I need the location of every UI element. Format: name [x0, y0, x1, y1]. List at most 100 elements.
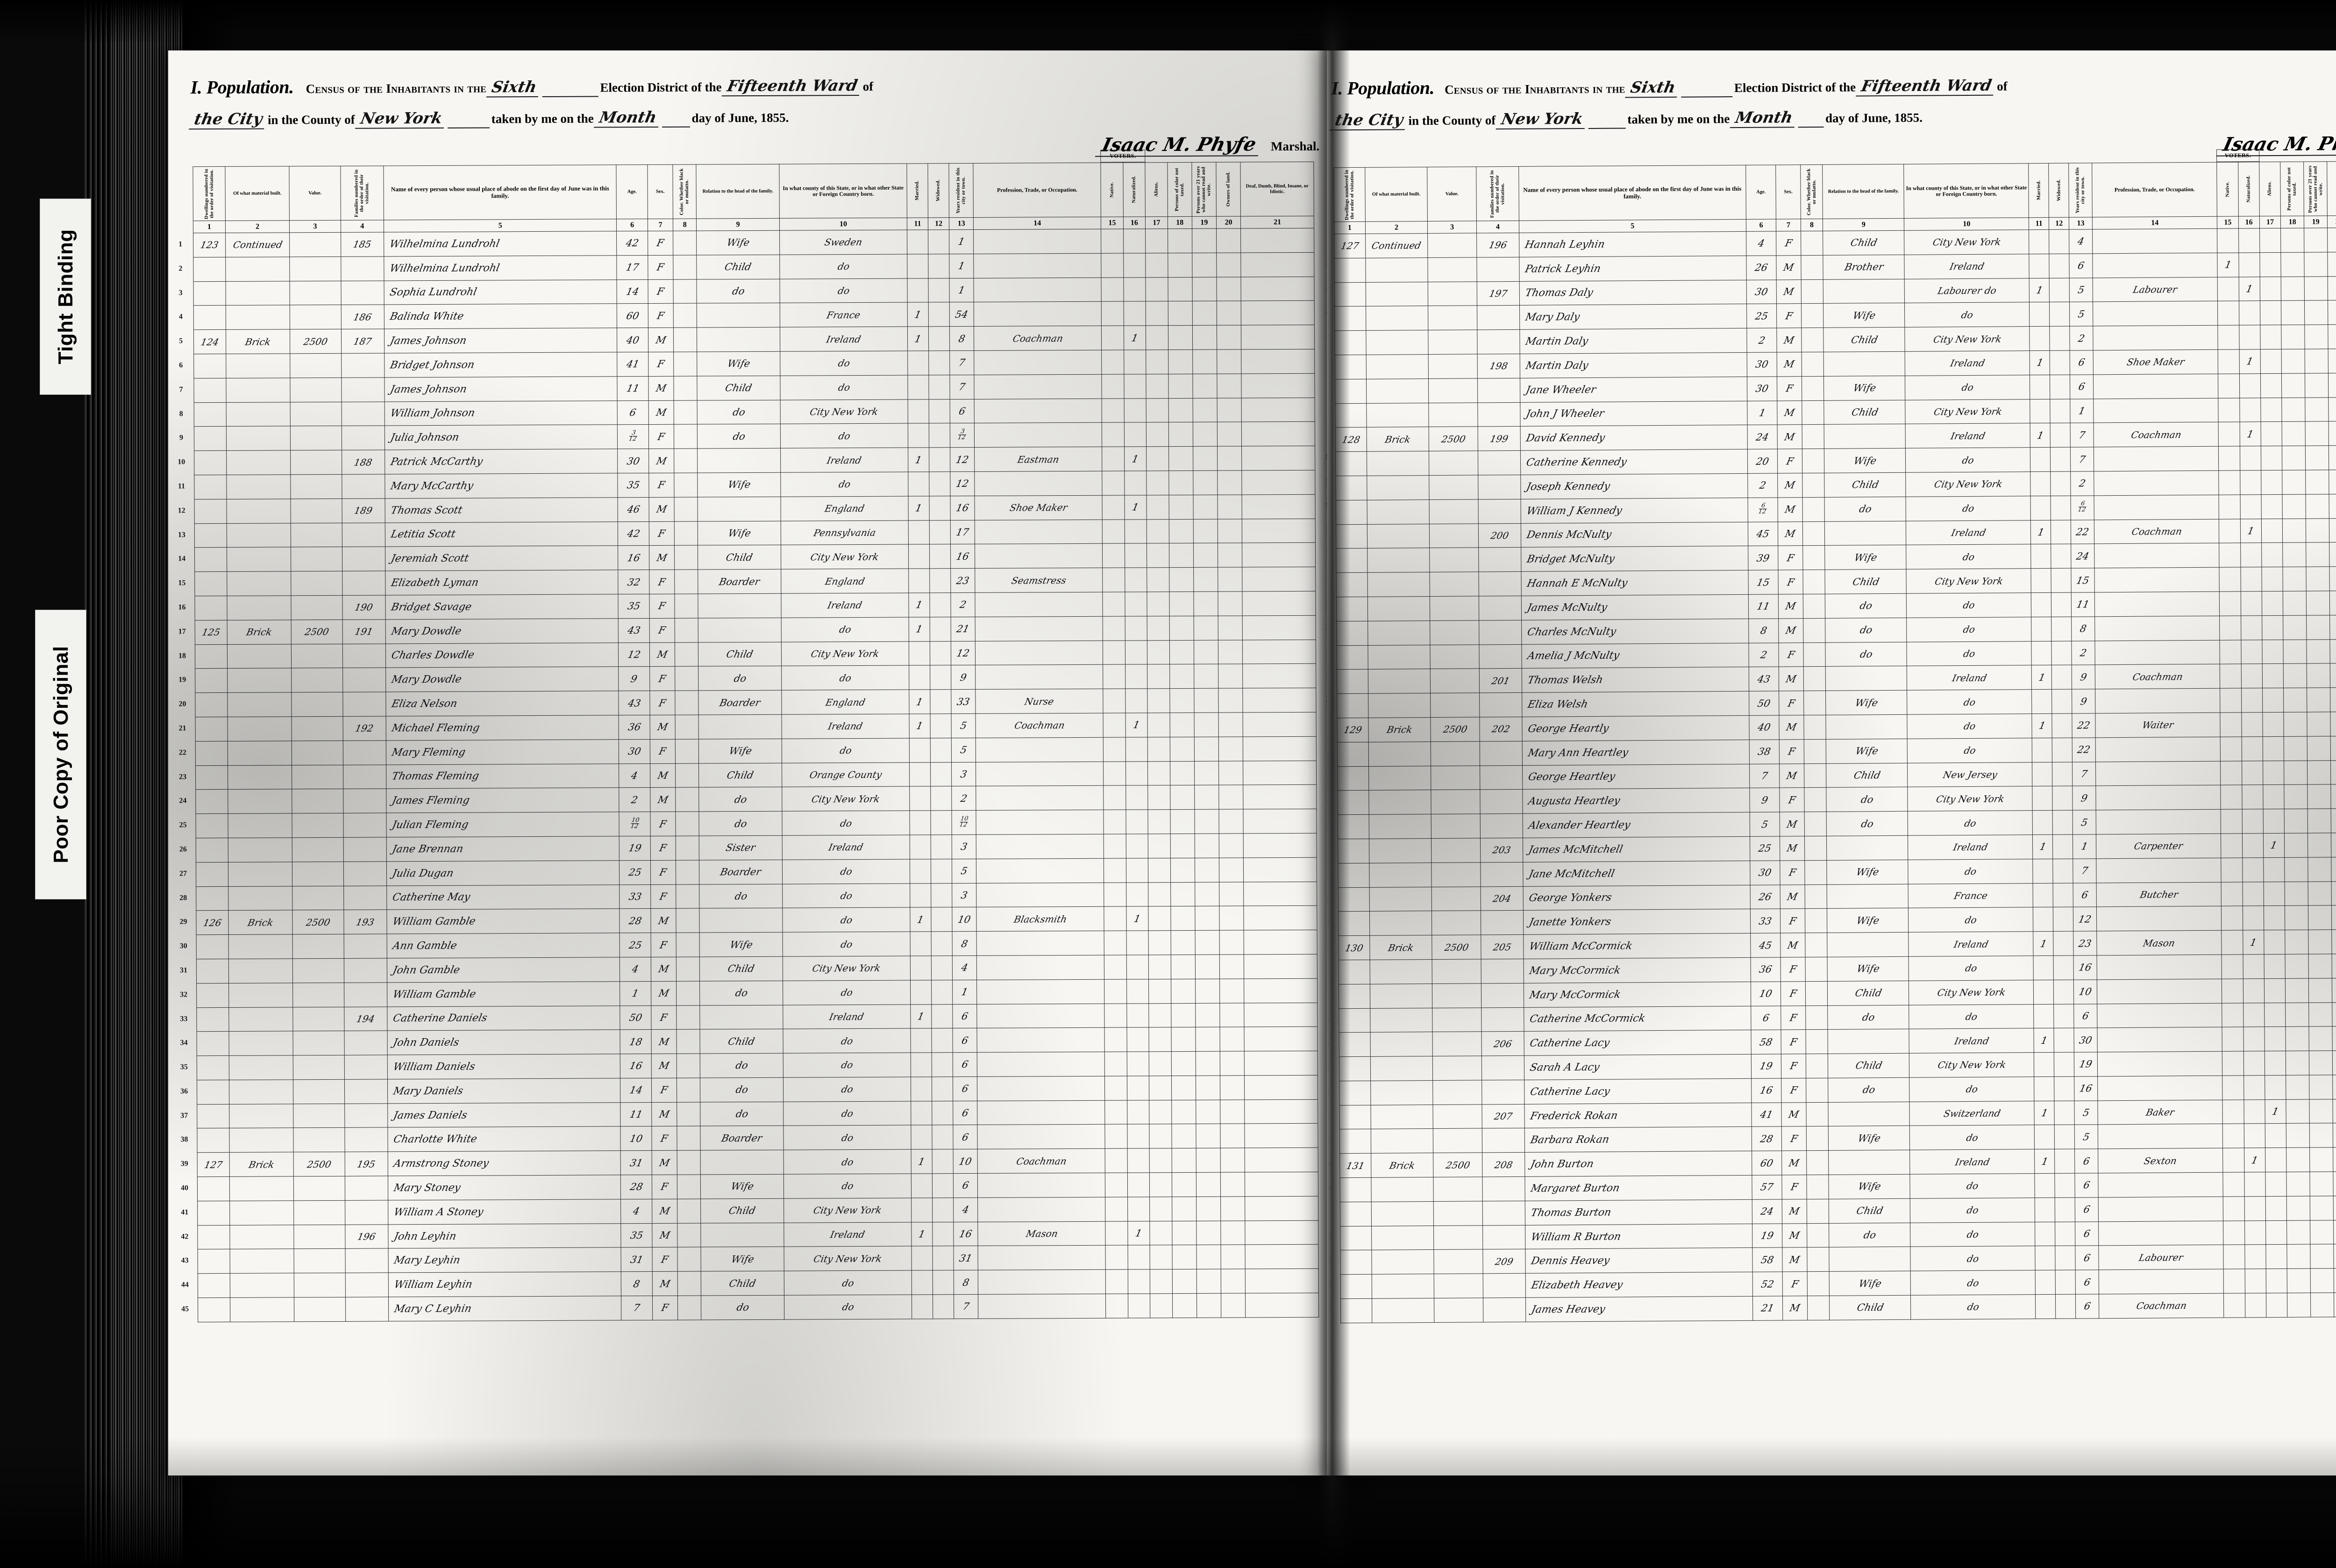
cell-naturalized	[1124, 519, 1147, 544]
cell-owners	[1219, 906, 1244, 931]
cell-sex: M	[651, 957, 677, 982]
cell-owners	[1218, 567, 1243, 592]
ward-value: Fifteenth Ward	[721, 76, 863, 97]
cell-married: 1	[907, 327, 929, 351]
row-number: 13	[178, 530, 185, 539]
cell-material	[229, 1176, 294, 1201]
cell-family	[345, 1200, 388, 1225]
cell-birthplace: do	[783, 1053, 911, 1078]
cell-occupation	[977, 1076, 1105, 1101]
cell-value	[292, 885, 344, 911]
cell-birthplace: City New York	[1905, 326, 2030, 352]
cell-occupation: Nurse	[976, 689, 1104, 714]
row-number: 44	[181, 1281, 189, 1289]
cell-years: 2	[951, 592, 976, 617]
cell-years: 6	[953, 1052, 977, 1077]
cell-relation: Child	[1824, 399, 1906, 425]
cell-naturalized	[2244, 1220, 2266, 1245]
cell-married	[2030, 447, 2051, 472]
cell-age: 11	[1748, 594, 1779, 619]
cell-birthplace: do	[1907, 641, 2032, 666]
cell-birthplace: do	[782, 738, 910, 763]
cell-nottaxed	[2282, 470, 2306, 495]
cell-age: 35	[618, 594, 649, 619]
cell-native	[2223, 1245, 2245, 1269]
column-header-row: Dwellings numbered in the order of visit…	[192, 162, 1314, 221]
cell-nottaxed	[1171, 1172, 1196, 1197]
col-header-4: Families numbered in the order of their …	[354, 169, 370, 217]
cell-years: 6	[2073, 883, 2097, 907]
cell-birthplace: do	[1910, 1246, 2036, 1271]
cell-nottaxed	[1170, 906, 1195, 931]
cell-age: 7	[1749, 763, 1780, 788]
cell-name: John Leyhin	[388, 1223, 621, 1249]
cell-dwelling: 126	[196, 910, 228, 935]
cell-value	[1433, 1104, 1482, 1129]
cell-relation	[697, 327, 780, 352]
cell-defects	[1241, 276, 1315, 301]
col-header-21: Deaf, Dumb, Blind, Insane, or Idiotic.	[1240, 162, 1314, 216]
cell-birthplace: do	[1909, 1076, 2035, 1102]
cell-years: 9	[951, 665, 976, 690]
row-number: 28	[179, 893, 187, 902]
cell-nottaxed	[1170, 809, 1195, 834]
cell-owners	[2333, 1171, 2336, 1196]
cell-nottaxed	[2283, 639, 2307, 664]
cell-aliens	[1147, 519, 1169, 544]
cell-years: 6	[2075, 1221, 2099, 1246]
cell-widowed	[2054, 1149, 2075, 1174]
cell-naturalized	[2245, 1293, 2266, 1318]
cell-relation	[698, 617, 782, 642]
cell-aliens	[1148, 1003, 1171, 1028]
cell-naturalized	[1127, 1245, 1150, 1270]
cell-years: 5	[2074, 1125, 2098, 1149]
cell-birthplace: do	[1910, 1294, 2036, 1320]
cell-widowed	[933, 1246, 954, 1271]
cell-native	[1101, 229, 1124, 254]
cell-occupation	[2098, 1124, 2223, 1149]
cell-color	[674, 352, 698, 377]
cell-name: Bridget Johnson	[384, 352, 618, 378]
cell-years: 4	[2069, 229, 2093, 254]
cell-native	[1103, 592, 1125, 616]
cell-sex: F	[650, 884, 677, 909]
cell-illiterate	[1196, 1051, 1220, 1076]
cell-relation	[1827, 932, 1909, 957]
cell-value: 2500	[291, 620, 342, 644]
cell-owners	[1218, 809, 1244, 834]
cell-years: 16	[950, 496, 975, 520]
cell-occupation	[2096, 857, 2222, 883]
cell-age: 2	[1746, 328, 1777, 353]
cell-material	[229, 1055, 293, 1080]
cell-sex: F	[1780, 1005, 1806, 1030]
cell-defects	[1244, 1002, 1318, 1027]
cell-sex: F	[649, 666, 676, 691]
cell-native	[1101, 326, 1124, 350]
cell-naturalized	[1126, 930, 1149, 955]
cell-owners	[1218, 688, 1243, 713]
cell-sex: M	[1779, 763, 1804, 788]
cell-aliens: 1	[2263, 833, 2285, 858]
cell-aliens	[1149, 1076, 1172, 1100]
cell-birthplace: Ireland	[783, 1004, 911, 1029]
cell-sex: M	[1781, 1102, 1806, 1127]
cell-aliens	[2260, 325, 2282, 349]
cell-relation	[697, 448, 781, 473]
cell-married	[911, 1173, 933, 1198]
cell-relation: Child	[698, 545, 781, 570]
cell-aliens	[2263, 784, 2285, 809]
cell-years: 7	[2070, 447, 2094, 472]
cell-widowed	[931, 834, 952, 859]
cell-married	[908, 399, 929, 424]
cell-owners	[1216, 277, 1241, 301]
row-number: 9	[179, 434, 183, 442]
row-number: 32	[180, 991, 188, 999]
cell-dwelling	[195, 692, 228, 717]
cell-birthplace: do	[782, 883, 910, 908]
cell-married	[2034, 1125, 2055, 1149]
cell-aliens	[1148, 930, 1171, 955]
cell-name: James McMitchell	[1523, 836, 1750, 862]
cell-family	[341, 256, 385, 281]
cell-dwelling	[195, 668, 228, 693]
cell-married: 1	[908, 448, 929, 472]
